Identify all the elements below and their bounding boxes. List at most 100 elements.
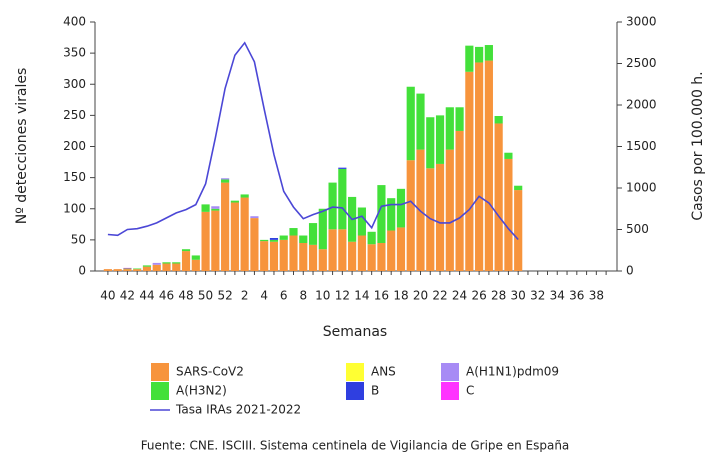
y2-tick-label: 500 [626,222,649,236]
bar-segment [338,168,347,230]
legend-label: C [466,384,474,398]
bar-segment [181,251,191,271]
source: Fuente: CNE. ISCIII. Sistema centinela d… [141,439,570,453]
bar-segment [269,241,279,271]
bar-segment [396,227,406,271]
legend-label: A(H3N2) [176,384,227,398]
bar-segment [172,262,181,264]
x-tick-label: 50 [198,289,213,303]
bar-segment [328,182,337,230]
bar-segment [308,244,318,271]
x-tick-label: 26 [471,289,486,303]
legend-label: Tasa IRAs 2021-2022 [175,403,301,417]
bar-segment [221,178,230,180]
y-tick-label: 300 [63,77,86,91]
bar-segment [123,269,132,271]
bar-segment [348,241,357,271]
bar-segment [221,182,230,271]
bar-segment [484,45,493,61]
x-tick-label: 8 [299,289,307,303]
y-tick-label: 250 [63,108,86,122]
bar-segment [279,239,288,271]
bar-segment [211,206,220,209]
bar-segment [504,152,513,159]
x-tick-label: 42 [120,289,135,303]
y-axis-title: Nº detecciones virales [14,68,30,225]
bar-segment [367,231,376,245]
y-tick-label: 150 [63,170,86,184]
bar-segment [318,249,327,271]
x-tick-label: 28 [491,289,506,303]
bar-segment [221,179,230,183]
bar-segment [338,167,347,169]
bar-segment [103,269,112,271]
x-tick-label: 40 [100,289,115,303]
bar-segment [230,200,239,203]
bar-segment [260,239,269,242]
y-tick-label: 400 [63,15,86,29]
x-tick-label: 12 [335,289,350,303]
x-tick-label: 6 [280,289,288,303]
y2-tick-label: 0 [626,264,634,278]
bar-segment [240,194,249,198]
bar-segment [426,168,435,271]
x-tick-label: 2 [241,289,249,303]
y-tick-label: 100 [63,201,86,215]
bar-segment [455,107,464,131]
y2-axis-title: Casos por 100.000 h. [690,71,706,220]
bar-segment [201,211,210,271]
bar-segment [494,115,503,124]
x-tick-label: 34 [550,289,565,303]
bar-segment [123,268,132,270]
bar-segment [494,123,503,271]
x-tick-label: 22 [432,289,447,303]
bar-segment [299,235,308,243]
bar-segment [289,235,298,271]
legend-label: ANS [371,365,396,379]
legend-swatch [441,363,459,381]
bar-segment [269,238,279,240]
bar-segment [465,71,474,271]
y2-tick-label: 2000 [626,98,657,112]
y-tick-label: 200 [63,139,86,153]
bar-segment [435,163,445,271]
bar-segment [260,241,269,271]
bar-segment [514,190,523,271]
bar-segment [377,242,386,271]
bar-segment [142,266,152,271]
y-tick-label: 0 [78,264,86,278]
bar-segment [445,107,454,150]
bar-segment [406,86,415,161]
x-tick-label: 32 [530,289,545,303]
bar-segment [299,242,308,271]
bar-segment [162,262,171,264]
bar-segment [123,267,132,269]
bar-segment [152,262,161,265]
bar-segment [504,158,513,271]
bar-segment [445,149,454,271]
bar-segment [142,265,152,267]
bar-segment [406,160,415,271]
x-tick-label: 24 [452,289,467,303]
line [107,41,519,241]
bar-segment [328,229,337,271]
y2-tick-label: 1000 [626,181,657,195]
bar-segment [308,223,318,245]
bar-segment [435,115,445,164]
bar-segment [211,208,220,211]
x-tick-label: 10 [315,289,330,303]
x-tick-label: 18 [393,289,408,303]
bar-segment [133,269,142,271]
x-tick-label: 38 [589,289,604,303]
bar-segment [377,185,386,243]
x-tick-label: 36 [569,289,584,303]
x-tick-label: 30 [511,289,526,303]
legend-swatch [346,363,364,381]
bar-segment [357,235,366,271]
bar-segment [269,239,279,242]
bar-segment [484,60,493,271]
bar-segment [133,268,142,270]
legend-label: SARS-CoV2 [176,365,244,379]
x-axis-title: Semanas [323,324,387,340]
y-tick-label: 350 [63,46,86,60]
